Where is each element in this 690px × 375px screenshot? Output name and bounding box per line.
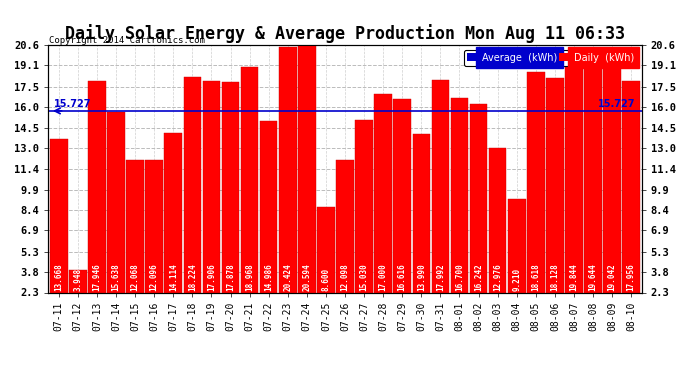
Text: 19.644: 19.644: [589, 263, 598, 291]
Bar: [355, 120, 373, 292]
Bar: [508, 199, 526, 292]
Bar: [279, 47, 297, 292]
Text: 15.030: 15.030: [359, 263, 368, 291]
Bar: [375, 94, 392, 292]
Bar: [546, 78, 564, 292]
Bar: [470, 104, 487, 292]
Text: 15.727: 15.727: [598, 99, 635, 109]
Bar: [146, 160, 163, 292]
Text: 19.844: 19.844: [569, 263, 578, 291]
Text: 18.224: 18.224: [188, 263, 197, 291]
Text: 20.594: 20.594: [302, 263, 311, 291]
Bar: [184, 77, 201, 292]
Text: 17.000: 17.000: [379, 263, 388, 291]
Text: 12.096: 12.096: [150, 263, 159, 291]
Bar: [317, 207, 335, 292]
Text: 9.210: 9.210: [512, 268, 521, 291]
Text: 17.992: 17.992: [436, 263, 445, 291]
Text: 8.600: 8.600: [322, 268, 331, 291]
Bar: [432, 80, 449, 292]
Text: 18.618: 18.618: [531, 263, 540, 291]
Text: 12.068: 12.068: [130, 263, 139, 291]
Title: Daily Solar Energy & Average Production Mon Aug 11 06:33: Daily Solar Energy & Average Production …: [65, 24, 625, 44]
Bar: [107, 112, 125, 292]
Bar: [451, 98, 469, 292]
Text: 15.638: 15.638: [112, 263, 121, 291]
Bar: [489, 148, 506, 292]
Bar: [241, 67, 258, 292]
Bar: [50, 139, 68, 292]
Text: 13.990: 13.990: [417, 263, 426, 291]
Bar: [413, 134, 430, 292]
Bar: [260, 121, 277, 292]
Text: 14.114: 14.114: [169, 263, 178, 291]
Text: 3.948: 3.948: [73, 268, 82, 291]
Text: 17.878: 17.878: [226, 263, 235, 291]
Text: 15.727: 15.727: [55, 99, 92, 109]
Text: 18.128: 18.128: [551, 263, 560, 291]
Bar: [221, 82, 239, 292]
Text: 12.976: 12.976: [493, 263, 502, 291]
Bar: [527, 72, 544, 292]
Text: 16.242: 16.242: [474, 263, 483, 291]
Text: 14.986: 14.986: [264, 263, 273, 291]
Text: 17.906: 17.906: [207, 263, 216, 291]
Bar: [603, 66, 621, 292]
Text: 18.968: 18.968: [245, 263, 254, 291]
Bar: [126, 160, 144, 292]
Bar: [336, 160, 354, 292]
Bar: [298, 45, 315, 292]
Text: 17.956: 17.956: [627, 263, 635, 291]
Text: Copyright 2014 Cartronics.com: Copyright 2014 Cartronics.com: [49, 36, 205, 45]
Bar: [164, 133, 182, 292]
Text: 16.700: 16.700: [455, 263, 464, 291]
Bar: [393, 99, 411, 292]
Text: 17.946: 17.946: [92, 263, 101, 291]
Text: 16.616: 16.616: [397, 263, 406, 291]
Bar: [584, 58, 602, 292]
Bar: [203, 81, 220, 292]
Bar: [622, 81, 640, 292]
Text: 20.424: 20.424: [284, 263, 293, 291]
Bar: [88, 81, 106, 292]
Text: 12.098: 12.098: [340, 263, 350, 291]
Bar: [565, 55, 583, 292]
Text: 19.042: 19.042: [608, 263, 617, 291]
Legend: Average  (kWh), Daily  (kWh): Average (kWh), Daily (kWh): [464, 50, 637, 66]
Text: 13.668: 13.668: [55, 263, 63, 291]
Bar: [69, 270, 87, 292]
